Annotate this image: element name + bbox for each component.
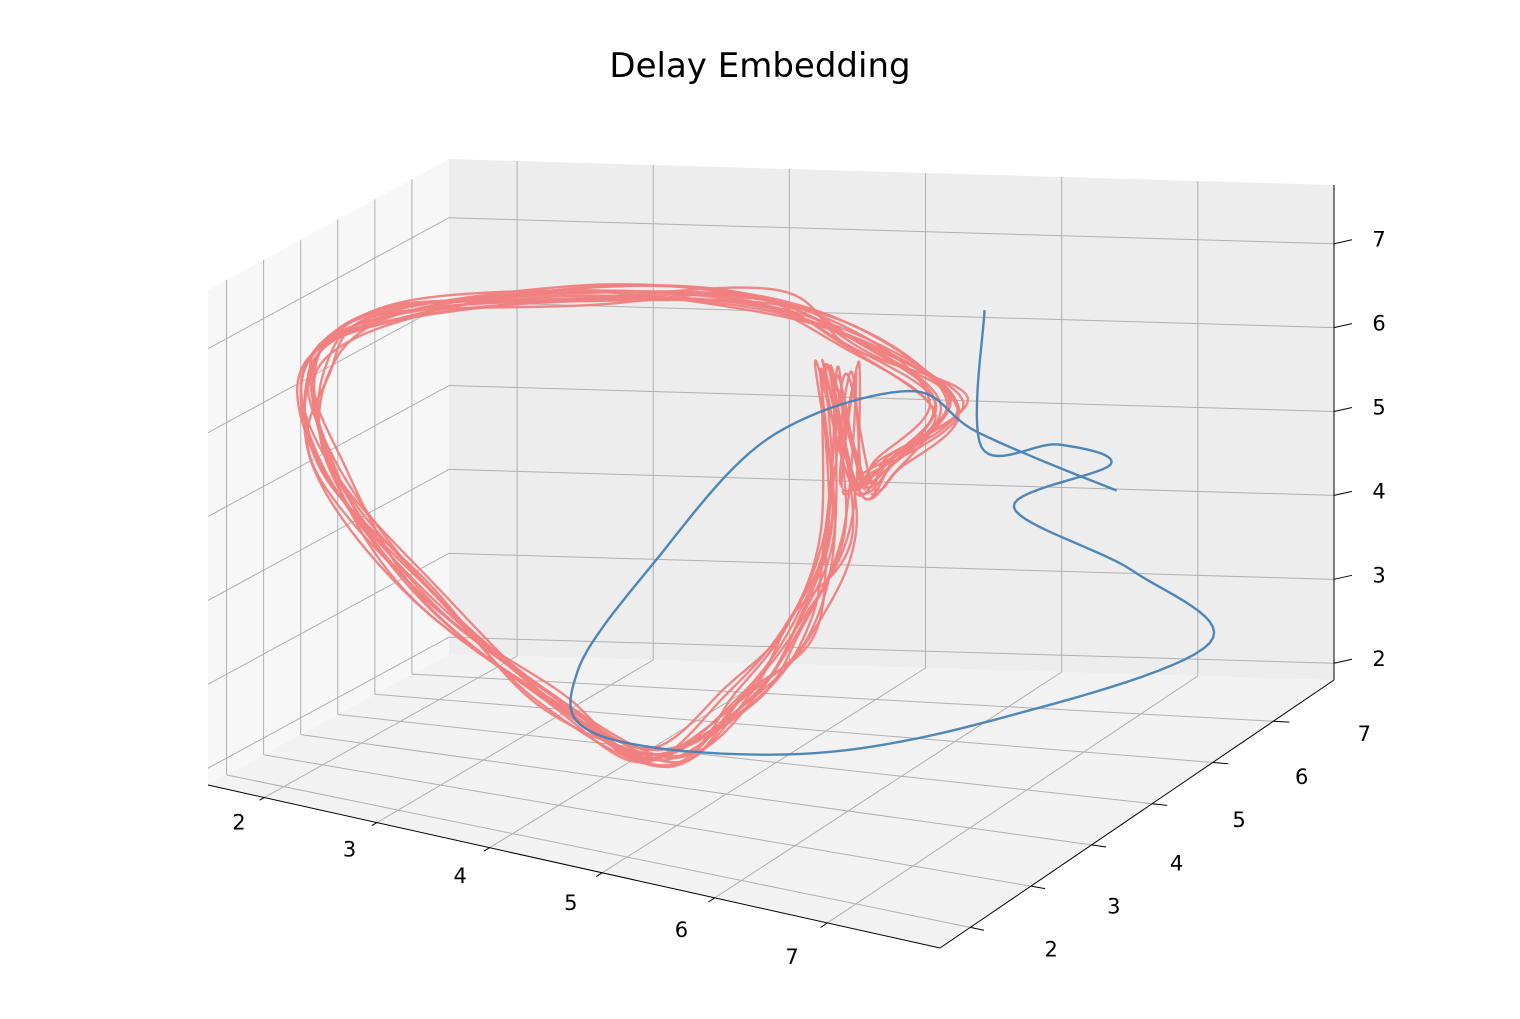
x-tick-mark	[371, 822, 378, 827]
grid-x-floor	[601, 667, 926, 874]
y-tick-mark	[970, 926, 985, 931]
grid-y-floor	[300, 734, 1092, 846]
grid-x-floor	[376, 659, 654, 824]
z-tick-mark	[1333, 239, 1353, 245]
z-tick-label: 2	[1372, 647, 1385, 671]
z-tick-label: 6	[1372, 312, 1385, 336]
y-tick-label: 3	[1107, 894, 1120, 918]
x-tick-label: 6	[675, 918, 688, 942]
grid-z-left	[207, 301, 450, 434]
grid-x-floor	[714, 671, 1062, 899]
grid-z-left	[207, 468, 450, 601]
y-tick-label: 4	[1170, 851, 1183, 875]
tick-marks: 2 3 4 5 6 7 2 3 4 5 6 7 2 3 4 5 6 7	[232, 228, 1385, 969]
grid-z-back	[448, 468, 1335, 496]
grid-z-back	[448, 217, 1335, 245]
x-tick-mark	[483, 847, 490, 852]
grid-y-floor	[374, 693, 1213, 763]
grid-y-floor	[263, 754, 1032, 887]
y-tick-mark	[1152, 803, 1168, 806]
grid-z-left	[207, 217, 450, 350]
x-tick-label: 3	[343, 837, 356, 861]
y-tick-mark	[1030, 885, 1046, 890]
trajectory-line-blue	[569, 310, 1216, 756]
x-tick-label: 2	[232, 811, 245, 835]
x-tick-mark	[708, 897, 716, 903]
trajectory-line-pink	[299, 289, 937, 758]
z-tick-mark	[1333, 323, 1353, 329]
grid-z-left	[207, 636, 450, 769]
z-tick-label: 5	[1372, 396, 1385, 420]
x-tick-mark	[259, 797, 265, 801]
trajectory-line-pink	[316, 283, 952, 762]
y-tick-label: 7	[1358, 722, 1371, 746]
x-tick-label: 7	[785, 945, 798, 969]
z-tick-label: 7	[1372, 228, 1385, 252]
grid-y-floor	[226, 774, 971, 928]
x-axis-line	[207, 784, 941, 949]
y-tick-mark	[1091, 844, 1107, 848]
grid-x-floor	[827, 675, 1199, 924]
x-tick-label: 4	[454, 864, 467, 888]
grid-x-floor	[264, 655, 518, 798]
data-series	[296, 283, 1216, 769]
z-tick-mark	[1333, 574, 1353, 580]
y-tick-label: 2	[1045, 937, 1058, 961]
x-tick-label: 5	[564, 891, 577, 915]
axis-panes	[208, 159, 1334, 948]
z-tick-mark	[1333, 407, 1353, 413]
x-tick-mark	[820, 922, 828, 928]
axis-lines	[207, 185, 1335, 949]
z-tick-mark	[1333, 658, 1353, 664]
z-tick-label: 3	[1372, 563, 1385, 587]
y-axis-line	[939, 679, 1335, 949]
x-tick-mark	[595, 872, 603, 877]
floor-pane	[208, 654, 1334, 948]
y-tick-label: 6	[1295, 765, 1308, 789]
trajectory-line-pink	[312, 298, 949, 764]
y-tick-label: 5	[1232, 808, 1245, 832]
grid-y-floor	[411, 673, 1274, 722]
chart-title: Delay Embedding	[609, 46, 911, 86]
gridlines	[207, 161, 1335, 928]
z-tick-mark	[1333, 490, 1353, 496]
grid-z-back	[448, 385, 1335, 413]
back-pane	[449, 159, 1334, 680]
y-tick-mark	[1212, 761, 1229, 765]
grid-z-back	[448, 301, 1335, 329]
y-tick-mark	[1273, 720, 1290, 723]
grid-z-back	[448, 552, 1335, 580]
grid-y-floor	[337, 713, 1153, 805]
z-tick-label: 4	[1372, 479, 1385, 503]
